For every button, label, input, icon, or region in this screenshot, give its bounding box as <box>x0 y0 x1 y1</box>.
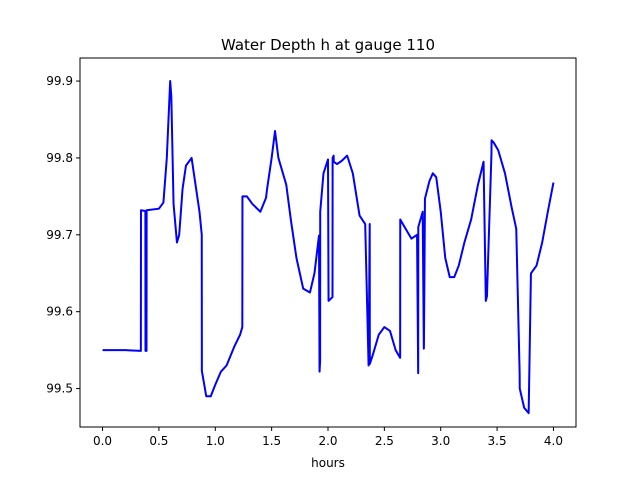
y-tick-label: 99.7 <box>46 228 73 242</box>
x-tick-label: 1.5 <box>262 434 281 448</box>
y-tick-label: 99.6 <box>46 305 73 319</box>
x-tick-label: 3.5 <box>488 434 507 448</box>
series-line <box>102 80 555 415</box>
chart-title: Water Depth h at gauge 110 <box>221 36 435 54</box>
x-tick-label: 2.0 <box>318 434 337 448</box>
y-tick-label: 99.5 <box>46 382 73 396</box>
x-tick-label: 1.0 <box>206 434 225 448</box>
y-tick-label: 99.8 <box>46 151 73 165</box>
y-tick-label: 99.9 <box>46 74 73 88</box>
x-tick-label: 0.5 <box>149 434 168 448</box>
x-tick-label: 4.0 <box>544 434 563 448</box>
x-axis-label: hours <box>311 456 345 470</box>
x-tick-label: 3.0 <box>431 434 450 448</box>
x-axis: 0.0 0.5 1.0 1.5 2.0 2.5 3.0 3.5 4.0 <box>93 427 563 448</box>
x-tick-label: 0.0 <box>93 434 112 448</box>
y-axis: 99.5 99.6 99.7 99.8 99.9 <box>46 74 80 396</box>
x-tick-label: 2.5 <box>375 434 394 448</box>
